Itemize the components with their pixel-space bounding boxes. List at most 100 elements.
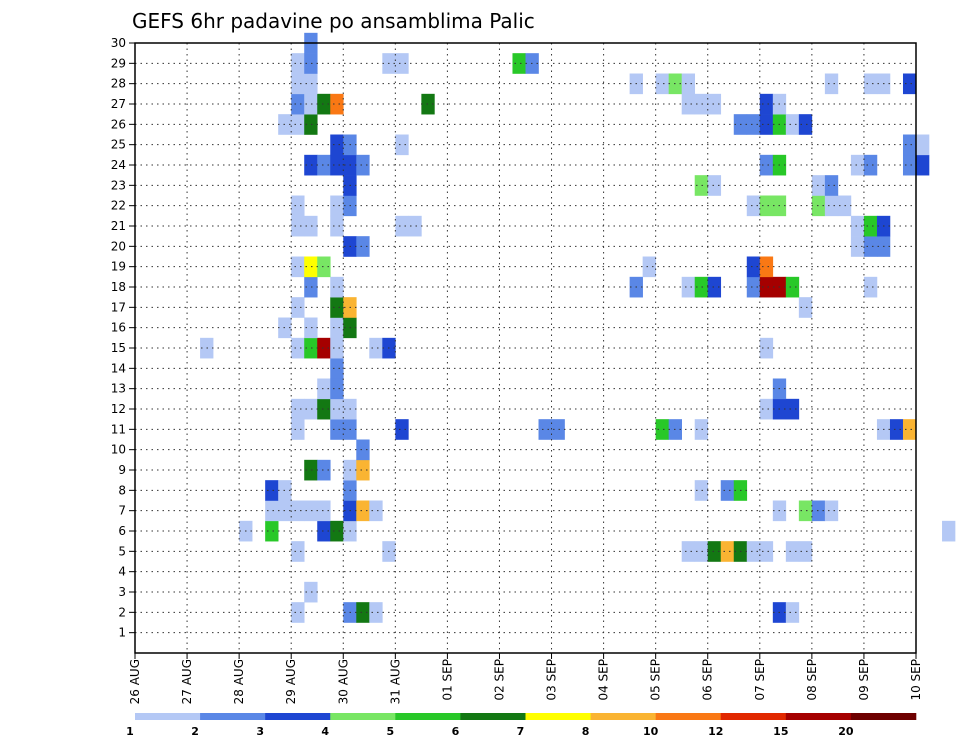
heatmap-cell xyxy=(746,256,761,278)
heatmap-cell xyxy=(785,276,800,298)
heatmap-cell xyxy=(694,93,709,115)
heatmap-cell xyxy=(902,419,917,440)
y-axis: 1234567891011121314151617181920212223242… xyxy=(111,36,135,640)
heatmap-cell xyxy=(304,73,318,95)
x-tick-label: 08 SEP xyxy=(805,659,819,701)
heatmap-cell xyxy=(759,398,774,420)
heatmap-cell xyxy=(356,500,370,522)
y-tick-label: 9 xyxy=(118,463,126,477)
heatmap-cell xyxy=(551,419,565,440)
heatmap-cell xyxy=(655,73,669,95)
y-tick-label: 17 xyxy=(111,300,126,314)
x-tick-label: 03 SEP xyxy=(545,659,559,701)
x-tick-label: 04 SEP xyxy=(597,659,611,701)
heatmap-cell xyxy=(330,520,344,542)
y-tick-label: 4 xyxy=(118,565,126,579)
heatmap-cell xyxy=(746,276,761,298)
y-tick-label: 5 xyxy=(118,544,126,558)
heatmap-cell xyxy=(850,154,865,176)
colorbar-swatch xyxy=(460,713,526,720)
y-tick-label: 20 xyxy=(111,239,126,253)
x-tick-label: 02 SEP xyxy=(492,659,506,701)
x-tick-label: 07 SEP xyxy=(753,659,767,701)
heatmap-cell xyxy=(330,419,344,440)
y-tick-label: 26 xyxy=(111,117,126,131)
heatmap-cell xyxy=(330,276,344,298)
heatmap-cell xyxy=(330,398,344,420)
heatmap-cell xyxy=(317,500,331,522)
y-tick-label: 21 xyxy=(111,219,126,233)
heatmap-cell xyxy=(395,134,409,156)
colorbar-swatch xyxy=(590,713,656,720)
colorbar-label: 2 xyxy=(191,725,199,738)
heatmap-cell xyxy=(317,398,331,420)
heatmap-cell xyxy=(265,520,279,542)
heatmap-cell xyxy=(304,500,318,522)
heatmap-cell xyxy=(291,93,305,115)
y-tick-label: 29 xyxy=(111,56,126,70)
y-tick-label: 13 xyxy=(111,382,126,396)
heatmap-cell xyxy=(317,154,331,176)
heatmap-cell xyxy=(395,53,409,74)
heatmap-cell xyxy=(265,480,279,501)
heatmap-cell xyxy=(317,520,331,542)
y-tick-label: 16 xyxy=(111,321,126,335)
colorbar-swatch xyxy=(720,713,787,720)
heatmap-cell xyxy=(421,93,435,115)
dotted-gridlines xyxy=(135,42,916,653)
heatmap-cell xyxy=(785,602,800,623)
colorbar-label: 10 xyxy=(643,725,659,738)
x-tick-label: 10 SEP xyxy=(909,659,923,701)
colorbar-label: 12 xyxy=(708,725,723,738)
heatmap-cell xyxy=(304,114,318,135)
heatmap-cell xyxy=(811,175,826,196)
heatmap-cell xyxy=(759,114,774,135)
colorbar-swatch xyxy=(330,713,396,720)
y-tick-label: 7 xyxy=(118,504,126,518)
heatmap-cell xyxy=(707,93,722,115)
heatmap-cell xyxy=(707,175,722,196)
y-tick-label: 14 xyxy=(111,361,126,375)
heatmap-cell xyxy=(291,215,305,237)
heatmap-cell xyxy=(291,398,305,420)
heatmap-cell xyxy=(720,480,735,501)
heatmap-cell xyxy=(330,337,344,359)
heatmap-cell xyxy=(291,419,305,440)
heatmap-cell xyxy=(759,276,774,298)
y-tick-label: 6 xyxy=(118,524,126,538)
heatmap-cell xyxy=(642,256,656,278)
y-tick-label: 15 xyxy=(111,341,126,355)
heatmap-cell xyxy=(291,541,305,562)
heatmap-cell xyxy=(369,602,383,623)
heatmap-cell xyxy=(863,236,878,257)
heatmap-cell xyxy=(759,93,774,115)
heatmap-cell xyxy=(902,73,917,95)
x-tick-label: 29 AUG xyxy=(284,659,298,704)
heatmap-cell xyxy=(291,114,305,135)
heatmap-cell xyxy=(863,276,878,298)
heatmap-cell xyxy=(785,114,800,135)
heatmap-cell xyxy=(707,276,722,298)
heatmap-cell xyxy=(694,480,709,501)
heatmap-cell xyxy=(746,195,761,217)
y-tick-label: 22 xyxy=(111,199,126,213)
heatmap-cell xyxy=(291,53,305,74)
heatmap-cell xyxy=(330,215,344,237)
colorbar-label: 6 xyxy=(452,725,460,738)
colorbar-swatch xyxy=(200,713,266,720)
x-tick-label: 06 SEP xyxy=(701,659,715,701)
y-tick-label: 3 xyxy=(118,585,126,599)
heatmap-cell xyxy=(798,541,813,562)
x-tick-label: 27 AUG xyxy=(180,659,194,704)
heatmap-cell xyxy=(304,53,318,74)
heatmap-cell xyxy=(863,73,878,95)
heatmap-cell xyxy=(798,500,813,522)
colorbar-label: 15 xyxy=(773,725,788,738)
heatmap-cell xyxy=(330,297,344,318)
x-tick-label: 05 SEP xyxy=(649,659,663,701)
heatmap-cell xyxy=(916,154,930,176)
heatmap-cell xyxy=(291,256,305,278)
y-tick-label: 12 xyxy=(111,402,126,416)
heatmap-cell xyxy=(291,500,305,522)
